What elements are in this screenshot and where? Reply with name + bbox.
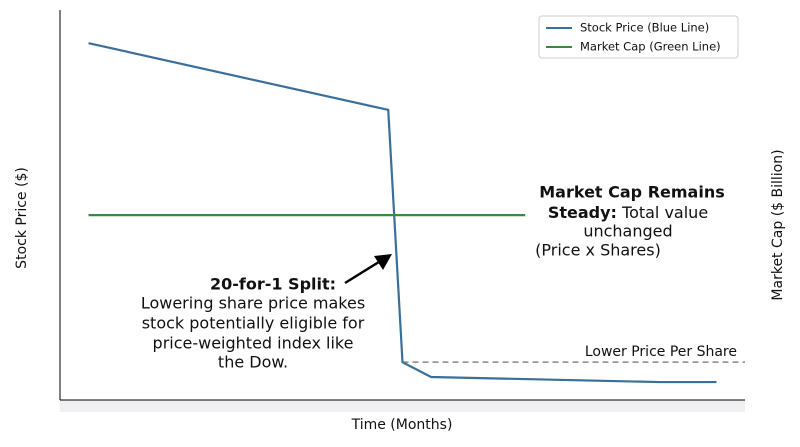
axis-band bbox=[60, 400, 745, 412]
annotation-text: Total value bbox=[617, 203, 708, 222]
annotation-bold: Steady: bbox=[548, 203, 617, 222]
annotation: 20-for-1 Split: Lowering share price mak… bbox=[141, 275, 365, 372]
annotation-line: (Price x Shares) bbox=[535, 241, 661, 260]
annotation-line: Lowering share price makes bbox=[141, 294, 365, 313]
annotation-line: stock potentially eligible for bbox=[142, 314, 365, 333]
series-line bbox=[88, 42, 717, 384]
legend bbox=[538, 15, 739, 59]
arrow bbox=[344, 258, 383, 285]
legend-label: Stock Price (Blue Line) bbox=[580, 21, 709, 35]
annotation-line: unchanged bbox=[583, 222, 672, 241]
arrow-head bbox=[374, 254, 392, 270]
annotation: Market Cap Remains Steady: Total value u… bbox=[535, 183, 725, 260]
annotation-title: Market Cap Remains bbox=[539, 183, 725, 202]
annotation-title: 20-for-1 Split: bbox=[210, 275, 336, 294]
legend-label: Market Cap (Green Line) bbox=[580, 40, 721, 54]
y-axis-label: Stock Price ($) bbox=[14, 167, 30, 269]
annotation-line: Steady: Total value bbox=[548, 203, 708, 222]
annotation-line: the Dow. bbox=[218, 353, 288, 372]
y2-axis-label: Market Cap ($ Billion) bbox=[770, 149, 786, 300]
reference-label: Lower Price Per Share bbox=[585, 344, 737, 360]
x-axis-label: Time (Months) bbox=[351, 417, 453, 433]
annotation-line: price-weighted index like bbox=[153, 334, 354, 353]
